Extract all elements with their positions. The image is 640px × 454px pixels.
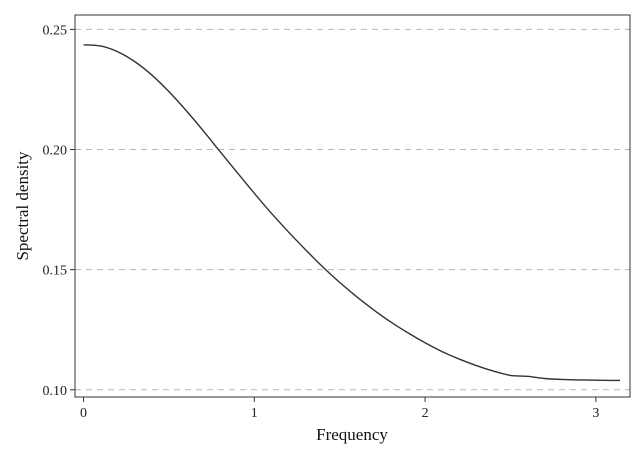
x-tick-label: 2	[422, 406, 429, 421]
y-axis-title: Spectral density	[13, 151, 32, 261]
plot-area-frame	[74, 14, 631, 398]
x-tick-label: 0	[80, 406, 87, 421]
spectral-density-line	[83, 44, 621, 382]
y-tick-label: 0.25	[43, 23, 68, 38]
x-tick-label: 3	[592, 406, 599, 421]
y-tick-label: 0.20	[43, 144, 68, 159]
y-tick-label: 0.15	[43, 264, 68, 279]
x-tick-label: 1	[251, 406, 258, 421]
y-tick-label: 0.10	[43, 384, 68, 399]
x-axis-title: Frequency	[316, 425, 388, 444]
tick-layer: 0.10 0.15 0.20 0.25 0 1 2 3	[43, 23, 600, 421]
grid-layer	[75, 28, 630, 391]
